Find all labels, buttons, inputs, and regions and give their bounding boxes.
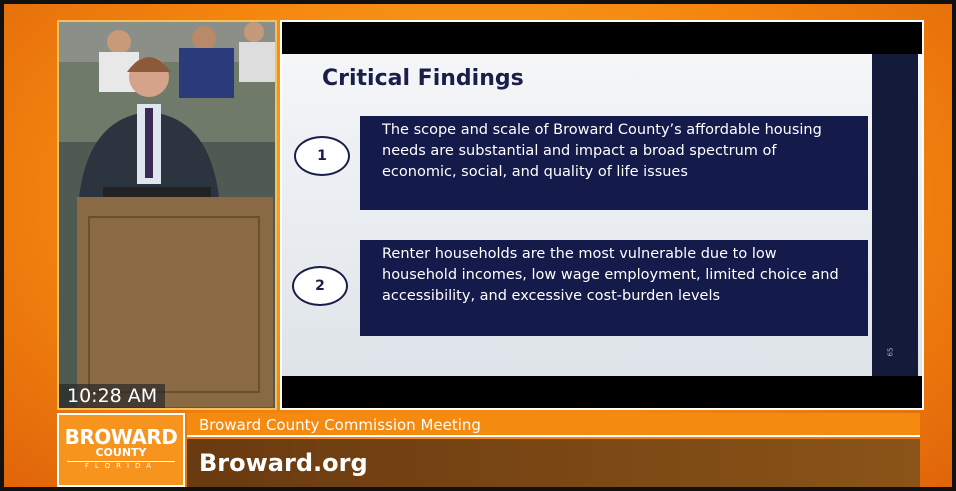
slide: Critical Findings 1 The scope and scale … xyxy=(282,54,922,376)
broadcast-frame: 10:28 AM Critical Findings 1 The scope a… xyxy=(0,0,956,491)
finding-number: 2 xyxy=(292,266,348,306)
slide-title: Critical Findings xyxy=(322,66,524,91)
speaker-scene xyxy=(59,22,275,408)
logo-state: FLORIDA xyxy=(67,461,175,470)
slide-page-number: 65 xyxy=(886,348,894,357)
finding-text: Renter households are the most vulnerabl… xyxy=(360,240,868,336)
finding-text: The scope and scale of Broward County’s … xyxy=(360,116,868,210)
county-logo: BROWARD COUNTY FLORIDA xyxy=(57,413,185,487)
slide-side-strip xyxy=(872,54,918,376)
presentation: Critical Findings 1 The scope and scale … xyxy=(280,20,924,410)
website: Broward.org xyxy=(187,439,920,487)
meeting-title: Broward County Commission Meeting xyxy=(187,413,920,437)
finding-number: 1 xyxy=(294,136,350,176)
speaker-video: 10:28 AM xyxy=(57,20,277,410)
timestamp: 10:28 AM xyxy=(59,384,165,408)
stage: 10:28 AM Critical Findings 1 The scope a… xyxy=(4,4,952,487)
